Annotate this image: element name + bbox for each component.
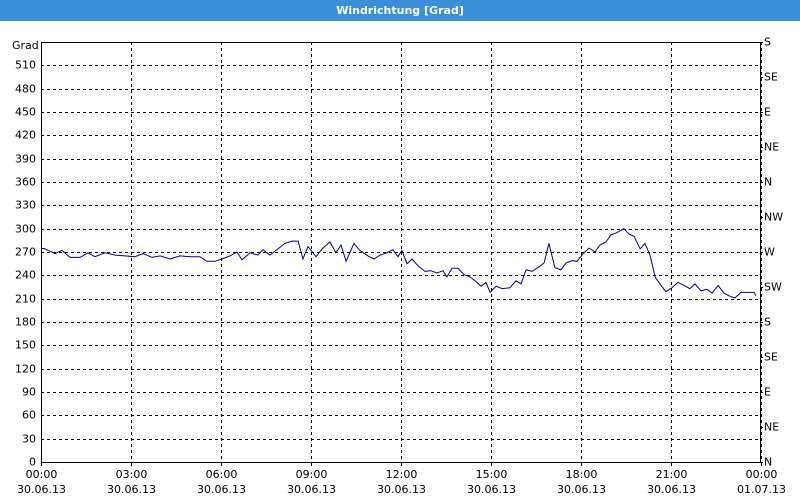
y-tick-label: 0 [29,456,36,469]
y-tick-label: 60 [22,409,36,422]
y-tick-label: 210 [15,293,36,306]
y-tick-label: 180 [15,316,36,329]
x-tick-date: 30.06.13 [197,483,246,496]
y2-tick-label: SW [764,281,782,294]
chart-title: Windrichtung [Grad] [336,4,464,17]
x-tick-date: 01.07.13 [737,483,786,496]
x-tick-label: 06:00 [206,468,238,481]
x-tick-label: 18:00 [566,468,598,481]
y2-tick-label: NW [764,211,783,224]
x-tick-label: 09:00 [296,468,328,481]
x-tick-label: 12:00 [386,468,418,481]
y-axis-label: Grad [12,39,39,52]
y2-tick-label: N [764,456,772,469]
y-tick-label: 90 [22,386,36,399]
y-tick-label: 450 [15,106,36,119]
y-tick-label: 360 [15,176,36,189]
x-tick-date: 30.06.13 [107,483,156,496]
x-tick-label: 21:00 [656,468,688,481]
y-tick-label: 270 [15,246,36,259]
x-tick-label: 03:00 [116,468,148,481]
x-tick-date: 30.06.13 [557,483,606,496]
y-tick-label: 300 [15,223,36,236]
y2-tick-label: SE [764,71,778,84]
x-tick-label: 00:00 [746,468,778,481]
y-tick-label: 30 [22,433,36,446]
y-tick-label: 510 [15,59,36,72]
y2-tick-label: NE [764,141,779,154]
x-tick-label: 15:00 [476,468,508,481]
y-tick-label: 150 [15,339,36,352]
x-tick-date: 30.06.13 [467,483,516,496]
title-bar [0,0,800,21]
y-tick-label: 330 [15,199,36,212]
y-tick-label: 390 [15,153,36,166]
y2-tick-label: N [764,176,772,189]
x-tick-label: 00:00 [26,468,58,481]
y-tick-label: 420 [15,129,36,142]
y2-tick-label: E [764,386,771,399]
y-tick-label: 240 [15,269,36,282]
x-tick-date: 30.06.13 [17,483,66,496]
y2-tick-label: E [764,106,771,119]
x-tick-date: 30.06.13 [377,483,426,496]
data-line [40,228,757,299]
x-tick-date: 30.06.13 [647,483,696,496]
y-tick-label: 480 [15,83,36,96]
y-tick-label: 120 [15,363,36,376]
x-tick-date: 30.06.13 [287,483,336,496]
y2-tick-label: S [764,316,771,329]
y2-tick-label: W [764,246,775,259]
y2-tick-label: NE [764,421,779,434]
plot-frame [41,42,761,463]
y2-tick-label: S [764,36,771,49]
y2-tick-label: SE [764,351,778,364]
